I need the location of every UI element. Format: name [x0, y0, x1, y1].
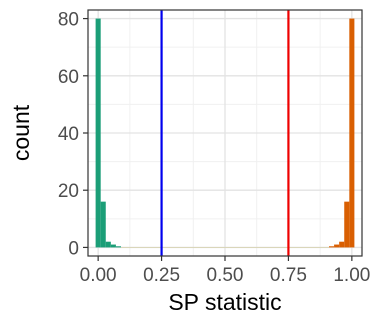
histogram-bar: [344, 201, 350, 248]
y-tick-label: 60: [58, 67, 79, 88]
reference-lines: [160, 10, 290, 256]
y-tick-label: 40: [58, 124, 79, 145]
x-tick-label: 1.00: [333, 265, 370, 286]
histogram-bar: [100, 201, 106, 248]
histogram-bar: [115, 246, 121, 248]
histogram-bars: [95, 18, 355, 248]
histogram-bar: [349, 18, 355, 248]
histogram-bar: [105, 241, 111, 248]
histogram-bar: [95, 18, 101, 248]
x-tick-label: 0.00: [80, 265, 117, 286]
x-tick-label: 0.75: [270, 265, 307, 286]
histogram-bar: [339, 241, 345, 248]
grid-lines: [88, 10, 362, 256]
histogram-bar: [120, 246, 330, 248]
y-tick-label: 80: [58, 10, 79, 31]
histogram-bar: [110, 244, 116, 248]
histogram-bar: [329, 246, 335, 248]
axis-ticks: 0.00 0.25 0.50 0.75 1.00 0 20 40 60 80: [58, 10, 370, 286]
y-tick-label: 0: [68, 238, 79, 259]
x-axis-title: SP statistic: [168, 289, 281, 315]
y-axis-title: count: [8, 104, 34, 161]
histogram-bar: [334, 244, 340, 248]
x-tick-label: 0.25: [143, 265, 180, 286]
y-tick-label: 20: [58, 181, 79, 202]
x-tick-label: 0.50: [207, 265, 244, 286]
